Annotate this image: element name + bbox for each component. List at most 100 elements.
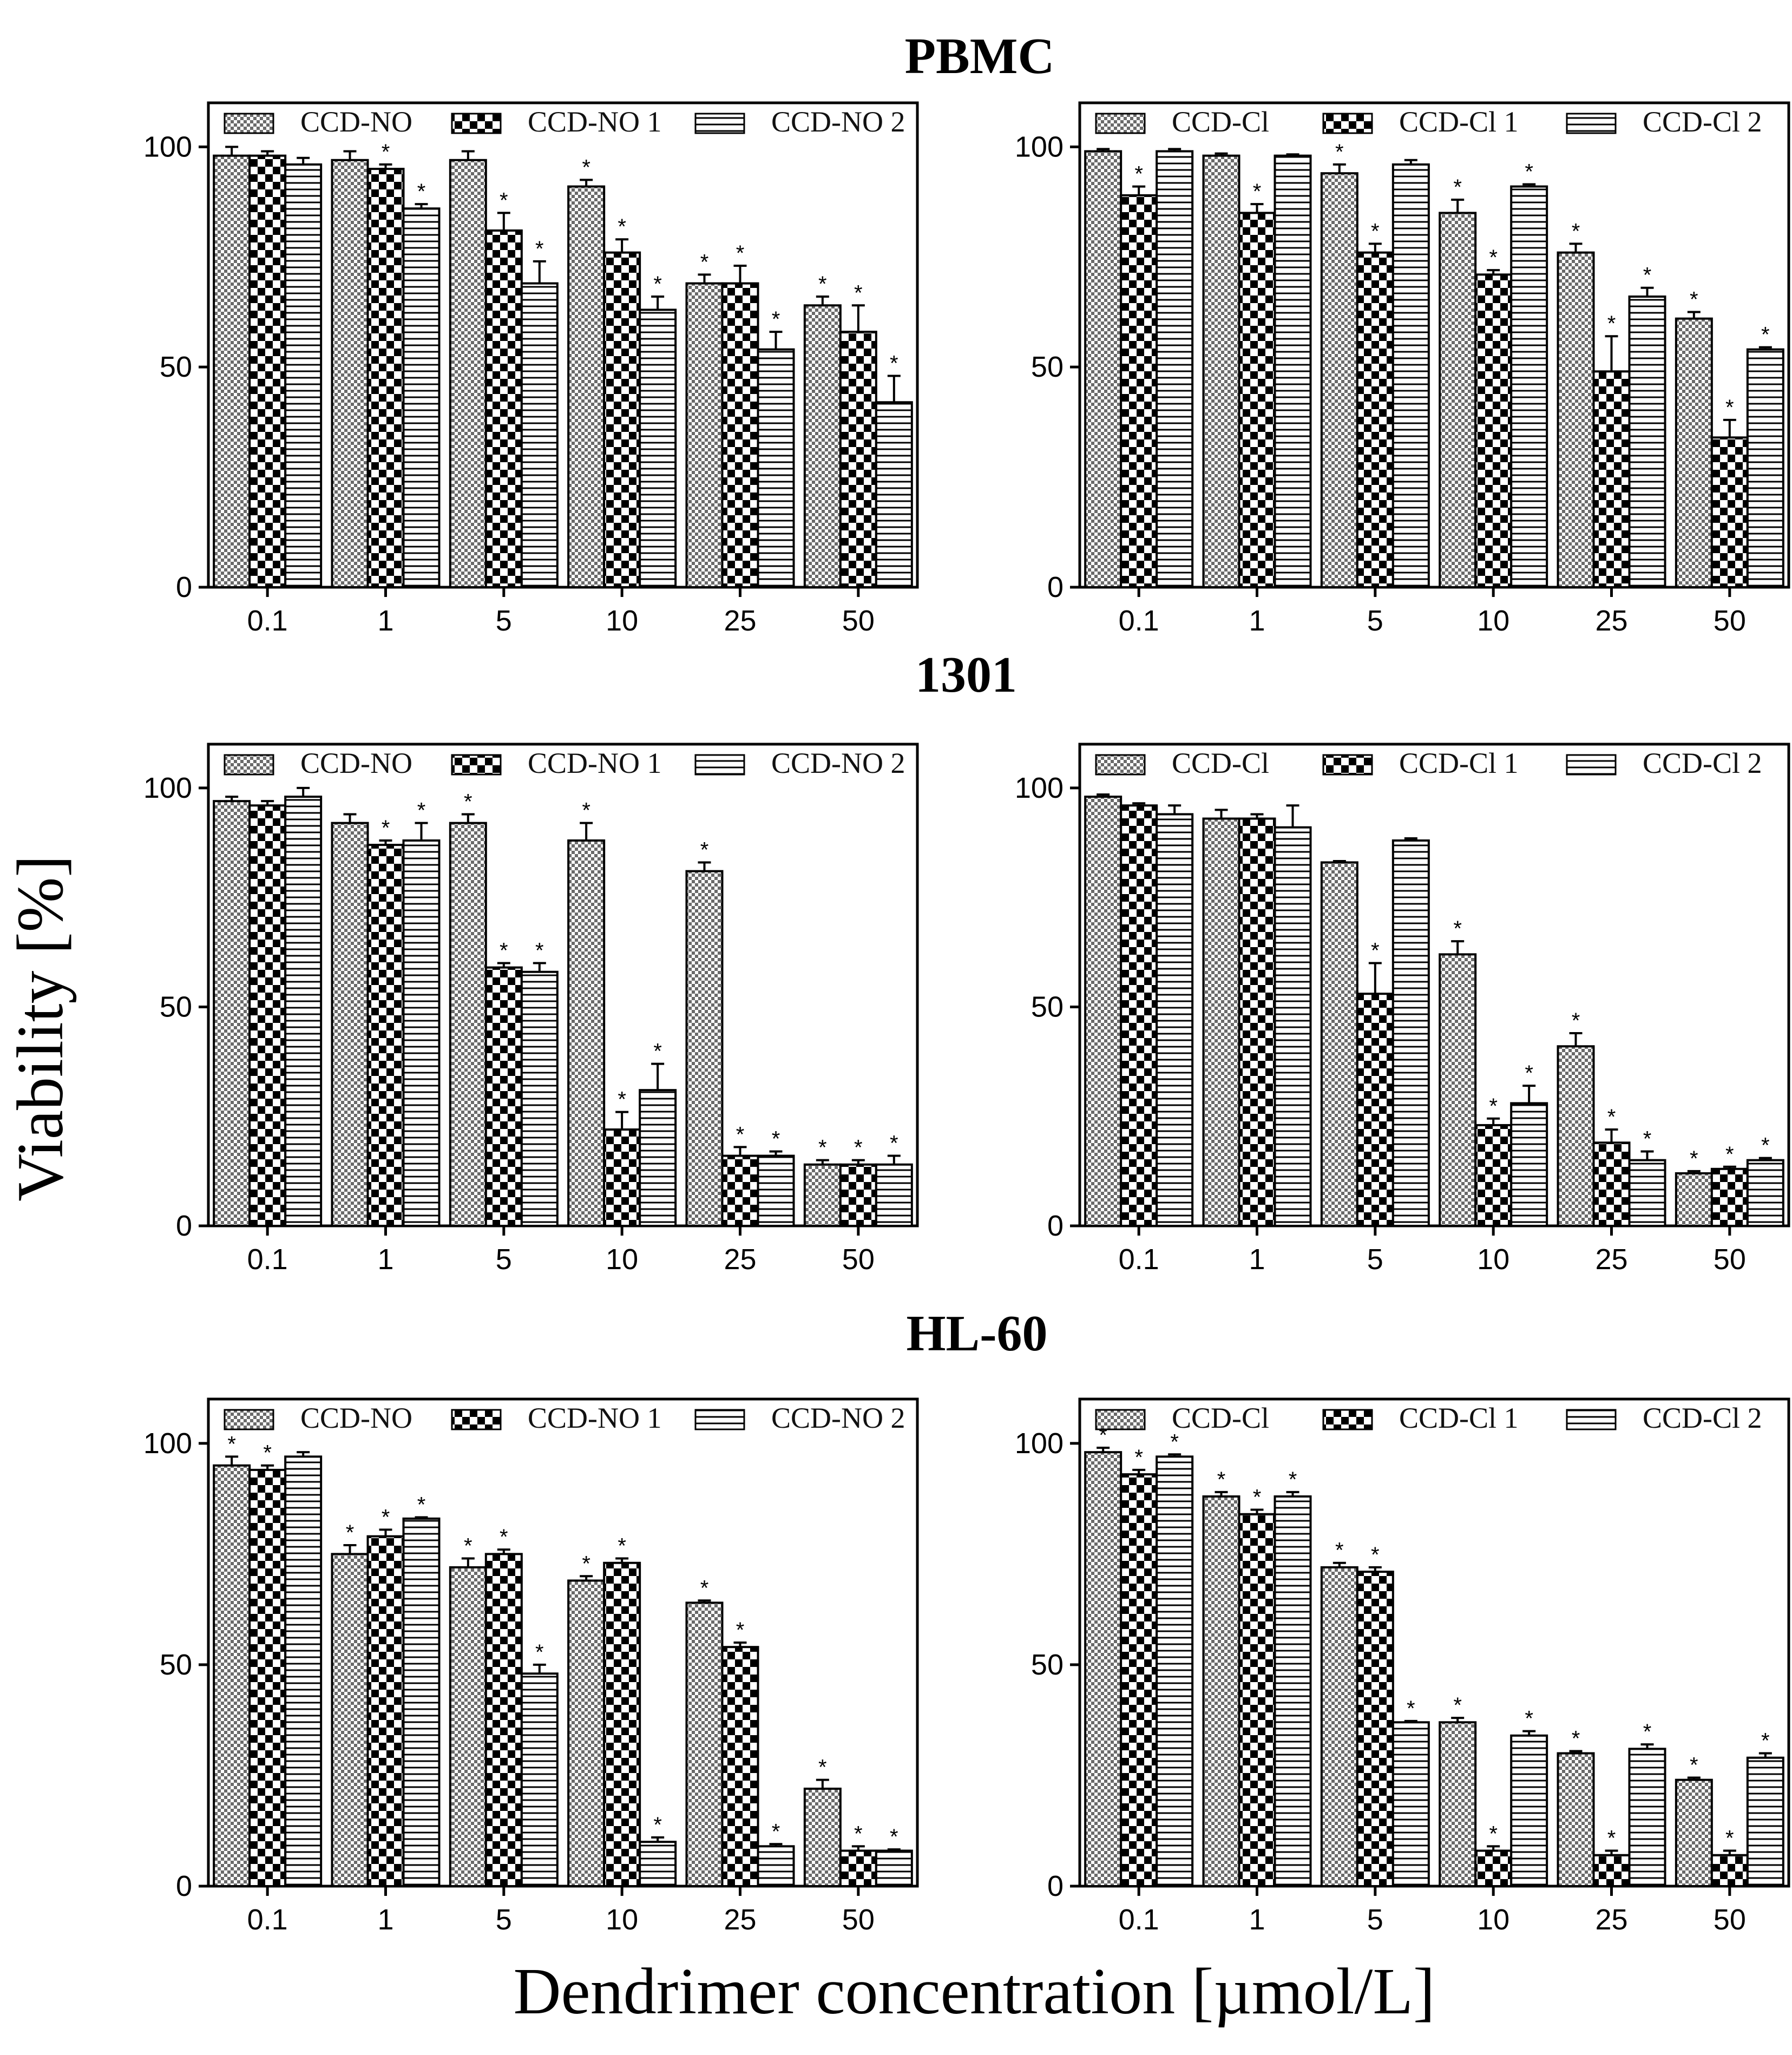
significance-star: * — [1761, 1729, 1770, 1753]
significance-star: * — [890, 1132, 898, 1155]
error-bar — [887, 1848, 901, 1851]
error-bar — [1332, 163, 1346, 174]
bar-ccd-cl-2-5 — [1391, 1721, 1430, 1887]
bar-ccd-no-1-25 — [721, 282, 759, 588]
bar-ccd-no-1-1 — [366, 844, 405, 1227]
error-bar — [379, 839, 392, 845]
error-bar — [1522, 1085, 1536, 1104]
bar-ccd-no-0-1 — [213, 154, 251, 588]
legend-swatch-ccd-no-1 — [451, 1409, 502, 1430]
error-bar — [1451, 1717, 1465, 1723]
significance-star: * — [854, 1822, 863, 1846]
bar-ccd-no-1-50 — [839, 1163, 877, 1227]
y-axis-label: Viability [%] — [4, 855, 77, 1202]
bar-ccd-cl-1-1 — [1238, 1513, 1276, 1887]
bar-ccd-cl-5 — [1320, 861, 1358, 1227]
error-bar — [1404, 837, 1417, 841]
x-tick-label: 25 — [1595, 1243, 1627, 1276]
error-bar — [261, 150, 274, 156]
error-bar — [733, 265, 747, 284]
error-bar — [698, 1599, 711, 1603]
error-bar — [1097, 793, 1110, 797]
error-bar — [533, 260, 546, 284]
legend-label-ccd-no-1: CCD-NO 1 — [528, 747, 662, 779]
bar-ccd-cl-2-50 — [1746, 1756, 1784, 1888]
error-bar — [1723, 1849, 1736, 1855]
bar-ccd-cl-2-50 — [1746, 348, 1784, 588]
legend-swatch-ccd-cl-2 — [1566, 113, 1617, 134]
legend-label-ccd-no-2: CCD-NO 2 — [771, 1402, 905, 1434]
error-bar — [1250, 813, 1264, 819]
bar-ccd-cl-2-1 — [1274, 826, 1312, 1227]
significance-star: * — [1253, 1486, 1262, 1509]
bar-ccd-no-2-10 — [639, 1089, 677, 1227]
significance-star: * — [618, 1534, 626, 1558]
bar-ccd-cl-1-0-1 — [1120, 1473, 1158, 1887]
x-tick-label: 5 — [496, 1903, 512, 1936]
bar-ccd-no-1-50 — [839, 1849, 877, 1887]
y-tick-label: 0 — [1047, 1210, 1064, 1242]
significance-star: * — [854, 1136, 863, 1160]
error-bar — [1451, 940, 1465, 955]
error-bar — [1286, 1491, 1299, 1496]
error-bar — [1368, 962, 1382, 994]
error-bar — [1758, 1752, 1772, 1758]
bar-ccd-no-2-25 — [757, 1845, 795, 1887]
x-tick-label: 5 — [496, 1243, 512, 1276]
error-bar — [1687, 1776, 1701, 1780]
significance-star: * — [500, 939, 508, 963]
bar-ccd-cl-0-1 — [1084, 150, 1123, 588]
error-bar — [1132, 1468, 1146, 1475]
x-tick-label: 0.1 — [1119, 1903, 1159, 1936]
error-bar — [851, 1159, 865, 1165]
bar-ccd-no-1-1 — [366, 168, 405, 588]
bar-ccd-cl-1-10 — [1474, 273, 1513, 588]
significance-star: * — [700, 1576, 709, 1600]
bar-ccd-no-1-25 — [721, 1154, 759, 1227]
significance-star: * — [1725, 396, 1734, 419]
bar-ccd-cl-2-1 — [1274, 1495, 1312, 1887]
significance-star: * — [1761, 1134, 1770, 1158]
bar-ccd-no-1-10 — [603, 251, 641, 588]
significance-star: * — [1217, 1468, 1226, 1492]
significance-star: * — [1453, 1693, 1462, 1717]
bar-ccd-cl-5 — [1320, 172, 1358, 588]
error-bar — [851, 1845, 865, 1851]
bar-ccd-cl-10 — [1439, 1721, 1477, 1887]
significance-star: * — [1643, 1127, 1652, 1151]
error-bar — [887, 375, 901, 403]
error-bar — [343, 813, 357, 823]
significance-star: * — [535, 237, 544, 261]
plot-frame — [207, 101, 919, 589]
error-bar — [580, 1575, 593, 1581]
error-bar — [651, 1836, 665, 1842]
error-bar — [497, 212, 510, 231]
significance-star: * — [772, 1820, 780, 1843]
bar-ccd-cl-2-25 — [1628, 1748, 1666, 1887]
legend-swatch-ccd-cl-2 — [1566, 1409, 1617, 1430]
error-bar — [261, 1464, 274, 1470]
x-tick-label: 10 — [606, 1903, 638, 1936]
error-bar — [225, 146, 239, 156]
significance-star: * — [582, 1552, 590, 1575]
error-bar — [497, 1548, 510, 1554]
x-tick-label: 0.1 — [247, 1243, 288, 1276]
error-bar — [297, 156, 310, 165]
error-bar — [615, 1557, 629, 1563]
error-bar — [379, 163, 392, 169]
significance-star: * — [535, 939, 544, 963]
error-bar — [461, 1557, 475, 1567]
significance-star: * — [818, 1756, 827, 1780]
significance-star: * — [653, 1040, 662, 1063]
error-bar — [1723, 1165, 1736, 1169]
error-bar — [1487, 269, 1500, 275]
significance-star: * — [500, 188, 508, 212]
significance-star: * — [1525, 160, 1533, 184]
bar-ccd-cl-0-1 — [1084, 796, 1123, 1227]
error-bar — [1132, 802, 1146, 806]
significance-star: * — [382, 816, 390, 840]
significance-star: * — [890, 351, 898, 375]
error-bar — [1404, 159, 1417, 165]
error-bar — [225, 796, 239, 802]
